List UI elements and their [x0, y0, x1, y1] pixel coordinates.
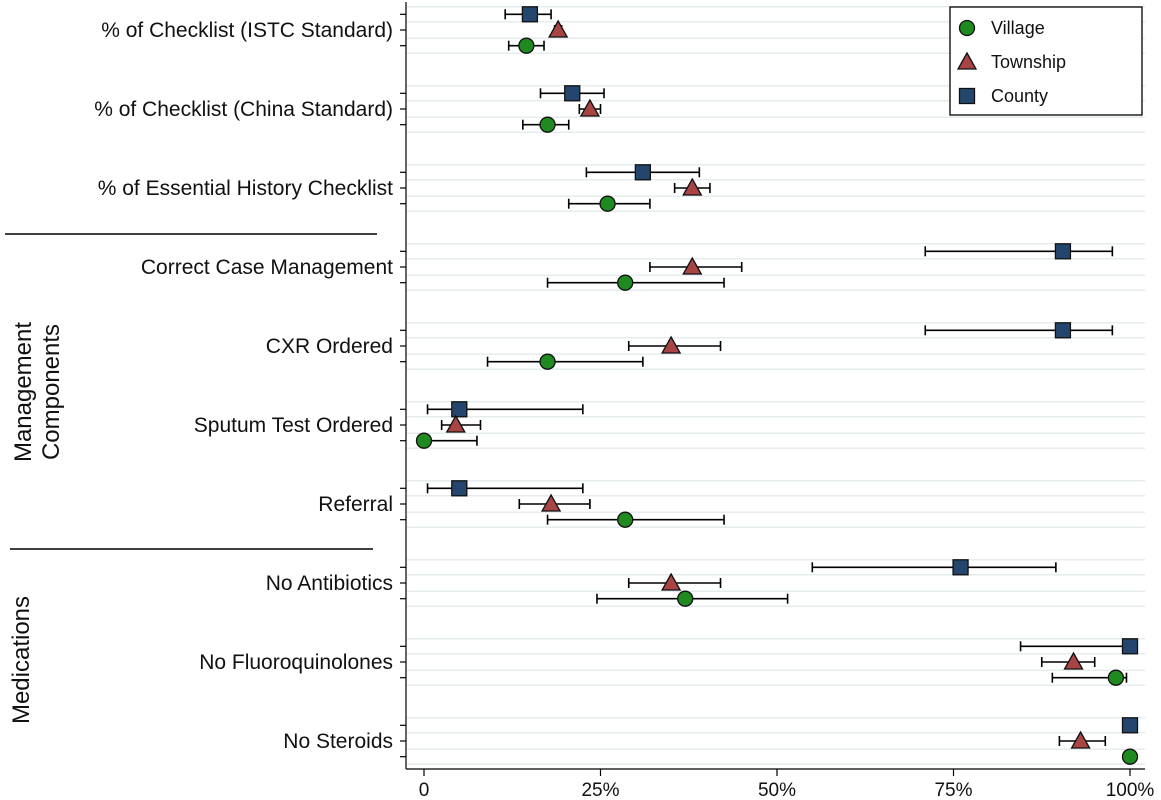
marker-village: [617, 511, 634, 528]
marker-township: [579, 98, 601, 117]
section-label-management-components: ManagementComponents: [10, 322, 65, 462]
legend-label: Township: [991, 52, 1066, 72]
point-cxr-ordered-township: [627, 335, 722, 354]
point-no-steroids-village: [1121, 748, 1139, 765]
marker-county: [451, 480, 468, 497]
point-sputum-test-ordered-county: [426, 401, 584, 418]
x-tick-label: 50%: [758, 780, 796, 800]
point-cxr-ordered-county: [924, 322, 1114, 339]
y-tick-label: No Antibiotics: [266, 572, 393, 595]
point-of-checklist-china-standard-village: [522, 116, 570, 133]
point-no-antibiotics-county: [811, 559, 1057, 576]
point-no-antibiotics-village: [596, 590, 789, 607]
y-tick-label: No Fluoroquinolones: [199, 651, 393, 674]
y-tick-label: Referral: [318, 493, 393, 516]
marker-county: [952, 559, 969, 576]
marker-township: [1070, 730, 1091, 749]
marker-village: [415, 432, 433, 449]
marker-township: [682, 177, 703, 196]
y-tick-label: Sputum Test Ordered: [194, 414, 393, 437]
point-correct-case-management-county: [924, 243, 1114, 260]
point-of-essential-history-checklist-county: [585, 164, 701, 181]
legend-label: County: [991, 86, 1048, 106]
y-tick-label: % of Checklist (ISTC Standard): [101, 19, 393, 42]
marker-county: [521, 6, 539, 23]
legend: Village Township County: [949, 6, 1143, 116]
point-cxr-ordered-village: [486, 353, 644, 370]
legend-box: [949, 6, 1143, 116]
y-tick-label: Correct Case Management: [141, 256, 393, 279]
point-no-steroids-township: [1058, 730, 1107, 749]
x-tick-label: 0: [419, 780, 430, 800]
marker-village: [617, 274, 634, 291]
point-no-fluoroquinolones-village: [1051, 669, 1128, 686]
point-of-checklist-istc-standard-county: [504, 6, 552, 23]
point-of-checklist-china-standard-county: [539, 85, 605, 102]
marker-village: [539, 116, 556, 133]
marker-county: [1054, 243, 1072, 260]
legend-marker-county: [958, 87, 976, 105]
marker-township: [445, 414, 466, 433]
legend-label: Village: [991, 18, 1045, 38]
marker-township: [548, 19, 569, 38]
legend-item-township: Township: [956, 51, 1066, 72]
gridlines: [407, 6, 1145, 765]
point-sputum-test-ordered-village: [415, 432, 478, 449]
marker-township: [682, 256, 703, 275]
point-no-fluoroquinolones-township: [1040, 651, 1096, 670]
section-label-line: Components: [38, 324, 65, 460]
marker-county: [634, 164, 652, 181]
point-correct-case-management-township: [649, 256, 743, 275]
marker-county: [451, 401, 468, 418]
point-of-checklist-istc-standard-township: [548, 19, 569, 38]
point-referral-county: [426, 480, 584, 497]
marker-county: [1121, 638, 1139, 655]
y-tick-label: % of Essential History Checklist: [98, 177, 393, 200]
marker-village: [1107, 669, 1125, 686]
x-tick-label: 25%: [581, 780, 619, 800]
marker-village: [518, 37, 535, 54]
point-no-antibiotics-township: [627, 572, 722, 591]
y-tick-label: CXR Ordered: [266, 335, 393, 358]
point-referral-township: [518, 493, 591, 512]
marker-township: [660, 572, 682, 591]
marker-county: [1054, 322, 1072, 339]
marker-village: [1121, 748, 1139, 765]
x-tick-label: 100%: [1106, 780, 1155, 800]
data-marks: [415, 6, 1139, 765]
x-tick-label: 75%: [934, 780, 972, 800]
marker-county: [1121, 717, 1139, 734]
marker-village: [599, 195, 616, 212]
point-of-checklist-istc-standard-village: [507, 37, 545, 54]
point-no-fluoroquinolones-county: [1019, 638, 1139, 655]
marker-township: [540, 493, 562, 512]
point-of-checklist-china-standard-township: [578, 98, 602, 117]
marker-township: [660, 335, 682, 354]
marker-county: [564, 85, 581, 102]
legend-marker-village: [958, 19, 976, 37]
y-tick-label: % of Checklist (China Standard): [94, 98, 393, 121]
point-sputum-test-ordered-township: [440, 414, 482, 433]
point-of-essential-history-checklist-township: [673, 177, 711, 196]
marker-township: [1063, 651, 1084, 670]
y-tick-label: No Steroids: [283, 730, 393, 753]
legend-item-county: County: [958, 86, 1048, 106]
marker-village: [677, 590, 694, 607]
point-of-essential-history-checklist-village: [567, 195, 651, 212]
section-label-line: Management: [10, 322, 37, 462]
point-referral-village: [546, 511, 725, 528]
point-correct-case-management-village: [546, 274, 725, 291]
legend-marker-township: [956, 51, 978, 70]
point-no-steroids-county: [1121, 717, 1139, 734]
section-label-medications: Medications: [8, 596, 35, 724]
marker-village: [539, 353, 556, 370]
axes: 0 25% 50% 75% 100% % of Checklist (ISTC Stand…: [5, 2, 1154, 800]
legend-item-village: Village: [958, 18, 1045, 38]
